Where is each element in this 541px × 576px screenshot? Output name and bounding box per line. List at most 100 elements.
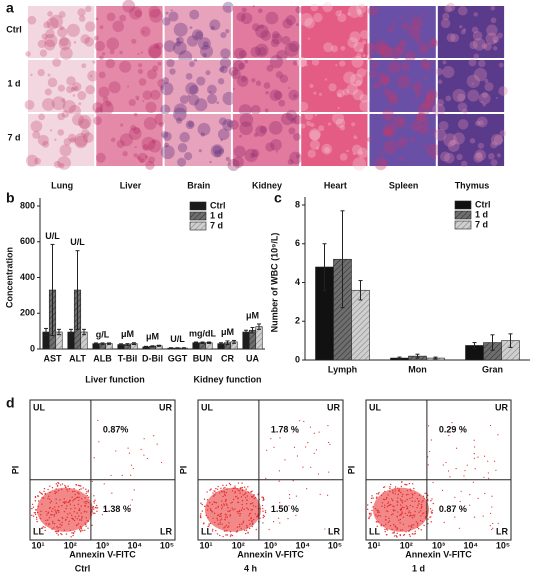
tissue-texture (139, 158, 145, 163)
event-dot (430, 521, 432, 523)
tissue-texture (380, 150, 384, 154)
tissue-image (96, 6, 163, 58)
event-dot (57, 506, 60, 508)
event-dot (239, 492, 241, 494)
event-dot (156, 443, 158, 445)
event-dot (250, 518, 252, 520)
event-dot (241, 507, 244, 509)
tissue-texture (160, 145, 175, 160)
tissue-texture (169, 68, 176, 75)
event-dot (85, 501, 87, 503)
tissue-texture (428, 38, 438, 48)
tissue-texture (140, 51, 144, 54)
event-dot (222, 535, 224, 538)
event-dot (370, 497, 373, 500)
tissue-texture (483, 42, 492, 51)
tissue-texture (46, 17, 59, 30)
tissue-texture (186, 35, 199, 47)
event-dot (71, 496, 73, 498)
tissue-texture (185, 73, 193, 80)
event-dot (78, 509, 81, 512)
tissue-texture (473, 12, 478, 17)
event-dot (396, 515, 398, 518)
event-dot (56, 526, 58, 528)
tissue-texture (309, 83, 314, 88)
error-bar (182, 347, 186, 349)
event-dot (65, 518, 67, 521)
event-dot (226, 534, 228, 536)
tissue-texture (293, 133, 301, 141)
event-dot (31, 514, 33, 517)
event-dot (208, 523, 210, 525)
event-dot (424, 517, 427, 519)
event-dot (69, 512, 71, 514)
tissue-texture (57, 84, 66, 92)
event-dot (225, 514, 228, 516)
tissue-texture (59, 25, 64, 31)
tissue-texture (362, 54, 366, 57)
error-bar (340, 210, 345, 309)
tissue-texture (239, 134, 243, 138)
event-dot (80, 519, 83, 521)
tissue-texture (313, 91, 317, 95)
event-dot (241, 499, 244, 502)
tissue-texture (328, 83, 337, 92)
event-dot (85, 517, 87, 519)
tissue-texture (369, 43, 376, 49)
event-dot (383, 506, 386, 509)
y-tick-label: 2 (295, 316, 300, 326)
event-dot (93, 500, 95, 503)
event-dot (55, 488, 57, 490)
tissue-texture (445, 95, 452, 102)
event-dot (233, 487, 235, 489)
event-dot (63, 498, 65, 500)
event-dot (313, 452, 315, 455)
tissue-texture (95, 17, 99, 21)
tissue-texture (238, 50, 248, 59)
event-dot (408, 510, 410, 512)
tissue-texture (449, 139, 456, 146)
y-tick-label: 600 (20, 236, 35, 246)
event-dot (473, 439, 475, 441)
event-dot (483, 476, 485, 478)
tissue-texture (263, 82, 271, 89)
event-dot (56, 509, 59, 512)
tissue-texture (53, 160, 62, 169)
tissue-texture (25, 51, 31, 57)
event-dot (409, 528, 412, 531)
event-dot (396, 500, 398, 502)
event-dot (209, 508, 212, 510)
tissue-texture (93, 116, 102, 126)
tissue-texture (496, 153, 502, 158)
tissue-texture (200, 44, 214, 58)
tissue-texture (414, 88, 419, 93)
event-dot (78, 529, 81, 531)
tissue-texture (484, 82, 494, 92)
legend-swatch (189, 221, 207, 231)
event-dot (204, 505, 206, 508)
tissue-texture (456, 153, 463, 161)
tissue-texture (133, 153, 138, 158)
error-bar (144, 345, 148, 348)
tissue-texture (446, 2, 456, 12)
tissue-texture (327, 122, 332, 126)
tissue-texture (145, 101, 157, 113)
tissue-texture (122, 151, 128, 157)
tissue-texture (148, 5, 161, 18)
tissue-texture (257, 46, 267, 56)
event-dot (406, 508, 408, 510)
event-dot (66, 505, 68, 507)
event-dot (391, 499, 394, 502)
event-dot (68, 520, 70, 522)
event-dot (289, 497, 291, 499)
tissue-image (369, 114, 436, 166)
panel-label: d (6, 395, 15, 411)
event-dot (129, 508, 131, 510)
tissue-texture (173, 103, 187, 117)
tissue-texture (421, 13, 425, 17)
event-dot (226, 504, 228, 506)
event-dot (236, 526, 239, 528)
error-bar (94, 342, 98, 345)
event-dot (328, 471, 330, 473)
event-dot (225, 524, 227, 526)
